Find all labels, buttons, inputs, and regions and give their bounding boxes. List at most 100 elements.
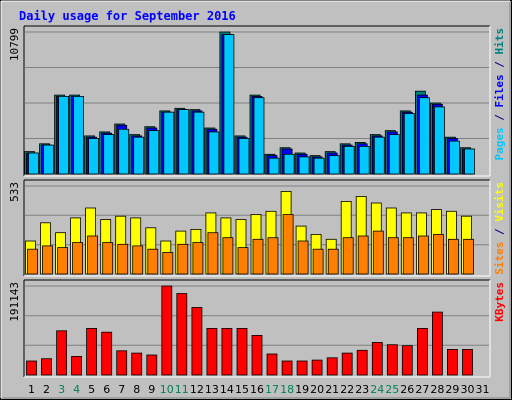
bar-kbytes-day-1 <box>26 360 37 376</box>
bar-pages-day-10 <box>163 111 175 175</box>
bar-sites-day-17 <box>267 237 279 275</box>
day-label-3: 3 <box>58 383 65 396</box>
bar-kbytes-day-16 <box>251 334 263 376</box>
y-axis-max-label: 10799 <box>8 28 21 61</box>
bar-kbytes-day-21 <box>326 357 338 376</box>
bar-sites-day-23 <box>357 235 369 275</box>
legend-part: KBytes <box>493 282 506 322</box>
day-label-7: 7 <box>118 383 125 396</box>
day-label-21: 21 <box>325 383 339 396</box>
day-label-11: 11 <box>175 383 189 396</box>
bar-pages-day-16 <box>253 97 265 175</box>
day-label-13: 13 <box>205 383 219 396</box>
bar-pages-day-14 <box>223 34 235 175</box>
bar-sites-day-2 <box>42 245 53 275</box>
bar-kbytes-day-29 <box>446 348 458 376</box>
bar-pages-day-3 <box>58 96 69 175</box>
day-label-26: 26 <box>400 383 414 396</box>
panel-kbytes: 191143 KBytes <box>8 279 506 378</box>
chart-title: Daily usage for September 2016 <box>19 9 236 23</box>
bar-sites-day-5 <box>87 235 98 275</box>
bar-kbytes-day-2 <box>41 358 52 376</box>
bar-sites-day-7 <box>117 243 129 275</box>
bar-kbytes-day-5 <box>86 327 97 376</box>
day-label-6: 6 <box>103 383 110 396</box>
bar-kbytes-day-20 <box>311 359 323 376</box>
legend-hits: Pages / Files / Hits <box>493 28 506 161</box>
bar-sites-day-28 <box>432 233 444 275</box>
bar-kbytes-day-8 <box>131 352 143 376</box>
day-label-28: 28 <box>430 383 444 396</box>
legend-kbytes: KBytes <box>493 282 506 322</box>
bar-kbytes-day-12 <box>191 307 203 376</box>
bar-kbytes-day-23 <box>356 349 368 376</box>
bar-kbytes-day-22 <box>341 352 353 376</box>
legend-part: Pages <box>493 127 506 160</box>
bar-pages-day-25 <box>388 134 400 175</box>
bar-pages-day-29 <box>448 140 460 175</box>
bar-kbytes-day-26 <box>401 345 413 376</box>
bar-sites-day-26 <box>402 237 414 275</box>
bar-sites-day-8 <box>132 245 144 275</box>
y-axis-max-label: 533 <box>8 182 21 202</box>
day-label-25: 25 <box>385 383 399 396</box>
bar-pages-day-13 <box>208 131 220 175</box>
day-label-30: 30 <box>461 383 475 396</box>
bar-kbytes-day-15 <box>236 327 248 376</box>
bar-pages-day-26 <box>403 113 415 175</box>
legend-part: / <box>493 108 506 128</box>
day-label-27: 27 <box>415 383 429 396</box>
bar-sites-day-12 <box>192 242 204 275</box>
panel-hits: 10799 Pages / Files / Hits <box>8 25 506 177</box>
bar-pages-day-20 <box>313 157 325 175</box>
day-label-31: 31 <box>476 383 490 396</box>
bar-kbytes-day-18 <box>281 360 293 376</box>
day-label-12: 12 <box>190 383 204 396</box>
day-label-9: 9 <box>148 383 155 396</box>
day-label-10: 10 <box>160 383 174 396</box>
bar-kbytes-day-10 <box>161 285 173 376</box>
day-label-16: 16 <box>250 383 264 396</box>
bar-kbytes-day-9 <box>146 354 158 376</box>
bar-sites-day-30 <box>463 238 474 275</box>
bar-sites-day-3 <box>57 247 68 275</box>
bar-kbytes-day-6 <box>101 331 113 376</box>
bar-pages-day-23 <box>358 145 370 175</box>
day-label-8: 8 <box>133 383 140 396</box>
bar-sites-day-22 <box>342 237 354 275</box>
bar-kbytes-day-7 <box>116 350 128 376</box>
bar-sites-day-24 <box>372 230 384 275</box>
bar-kbytes-day-30 <box>462 348 473 376</box>
bar-pages-day-22 <box>343 145 355 175</box>
day-label-20: 20 <box>310 383 324 396</box>
day-label-29: 29 <box>445 383 459 396</box>
panel-visits: 533 Sites / Visits <box>8 179 506 277</box>
bar-sites-day-27 <box>417 235 429 275</box>
y-axis-max-label: 191143 <box>8 282 21 322</box>
bar-pages-day-5 <box>88 138 99 175</box>
day-label-2: 2 <box>43 383 50 396</box>
x-axis-day-labels: 1 2 3 4 5 6 7 8 9 10 11 12 13 14 15 16 17 18 19 20 21 22 23 24 2… <box>28 383 490 396</box>
bar-kbytes-day-25 <box>386 344 398 376</box>
bar-pages-day-27 <box>418 97 430 175</box>
bar-kbytes-day-19 <box>296 360 308 376</box>
bar-sites-day-19 <box>297 240 309 275</box>
bar-sites-day-6 <box>102 242 114 275</box>
bar-sites-day-15 <box>237 247 249 275</box>
bar-kbytes-day-4 <box>71 355 82 376</box>
day-label-17: 17 <box>265 383 279 396</box>
bar-pages-day-12 <box>193 111 205 175</box>
bar-pages-day-21 <box>328 155 340 175</box>
bar-kbytes-day-27 <box>416 327 428 376</box>
day-label-23: 23 <box>355 383 369 396</box>
bar-pages-day-19 <box>298 156 310 175</box>
bar-pages-day-15 <box>238 138 250 175</box>
day-label-19: 19 <box>295 383 309 396</box>
day-label-5: 5 <box>88 383 95 396</box>
bar-sites-day-16 <box>252 238 264 275</box>
bar-pages-day-1 <box>28 152 39 175</box>
day-label-15: 15 <box>235 383 249 396</box>
day-label-1: 1 <box>28 383 35 396</box>
bar-kbytes-day-24 <box>371 341 383 376</box>
bar-sites-day-11 <box>177 243 189 275</box>
